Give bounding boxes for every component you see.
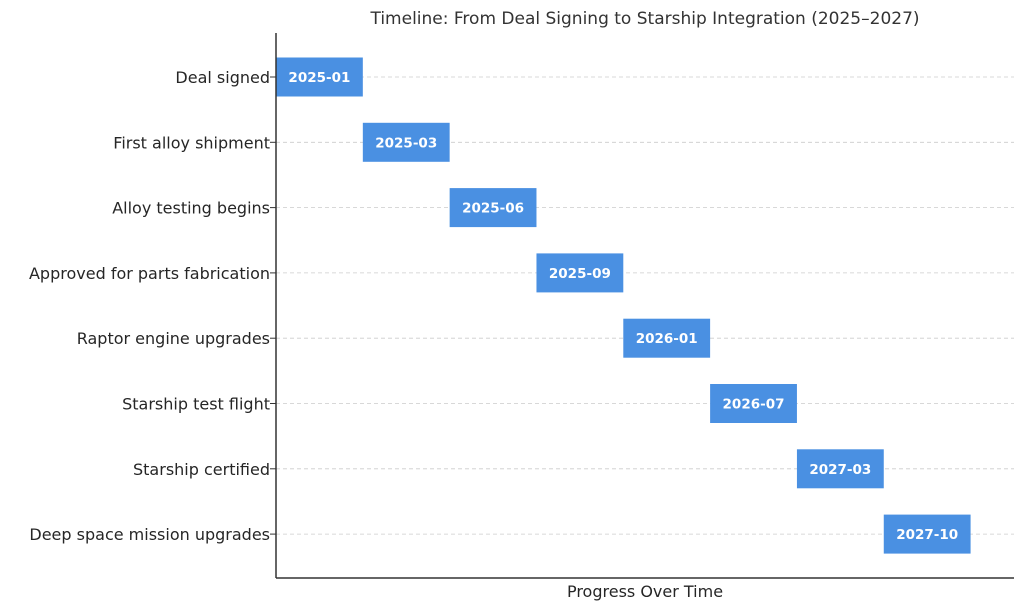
- category-label: Approved for parts fabrication: [29, 264, 270, 283]
- bar-date-label: 2026-01: [636, 331, 698, 347]
- bar-date-label: 2025-03: [375, 135, 437, 151]
- timeline-bar: [796, 449, 884, 489]
- category-labels: Deal signed First alloy shipment Alloy tes…: [29, 68, 276, 544]
- bar-date-label: 2025-09: [549, 266, 611, 282]
- timeline-bar: [710, 384, 797, 423]
- bar-date-label: 2025-06: [462, 201, 524, 217]
- bars: 2025-01 2025-03 2025-06 2025-09 2026-01 2026-…: [276, 57, 971, 554]
- x-axis-title: Progress Over Time: [567, 582, 723, 601]
- category-label: Starship test flight: [122, 395, 270, 414]
- category-label: Deal signed: [175, 68, 270, 87]
- bar-date-label: 2026-07: [723, 397, 785, 413]
- category-label: Raptor engine upgrades: [77, 329, 270, 348]
- chart-title: Timeline: From Deal Signing to Starship …: [369, 9, 919, 29]
- bar-date-label: 2027-03: [809, 462, 871, 478]
- category-label: Alloy testing begins: [112, 199, 270, 218]
- bar-date-label: 2025-01: [288, 70, 350, 86]
- timeline-bar: [623, 318, 711, 358]
- timeline-bar: [362, 122, 450, 162]
- category-label: First alloy shipment: [113, 133, 270, 152]
- category-label: Deep space mission upgrades: [29, 525, 270, 544]
- bar-date-label: 2027-10: [896, 527, 958, 543]
- timeline-bar: [276, 57, 363, 97]
- category-label: Starship certified: [133, 460, 270, 479]
- timeline-bar: [449, 188, 537, 228]
- timeline-bar: [536, 253, 624, 293]
- timeline-bar: [883, 514, 971, 554]
